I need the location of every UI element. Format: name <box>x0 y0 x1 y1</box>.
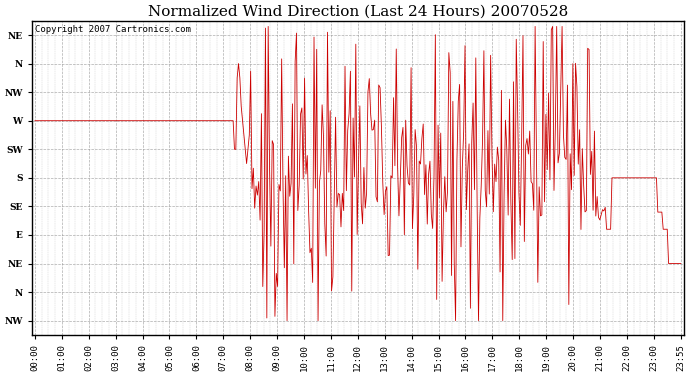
Title: Normalized Wind Direction (Last 24 Hours) 20070528: Normalized Wind Direction (Last 24 Hours… <box>148 4 568 18</box>
Text: Copyright 2007 Cartronics.com: Copyright 2007 Cartronics.com <box>34 26 190 34</box>
